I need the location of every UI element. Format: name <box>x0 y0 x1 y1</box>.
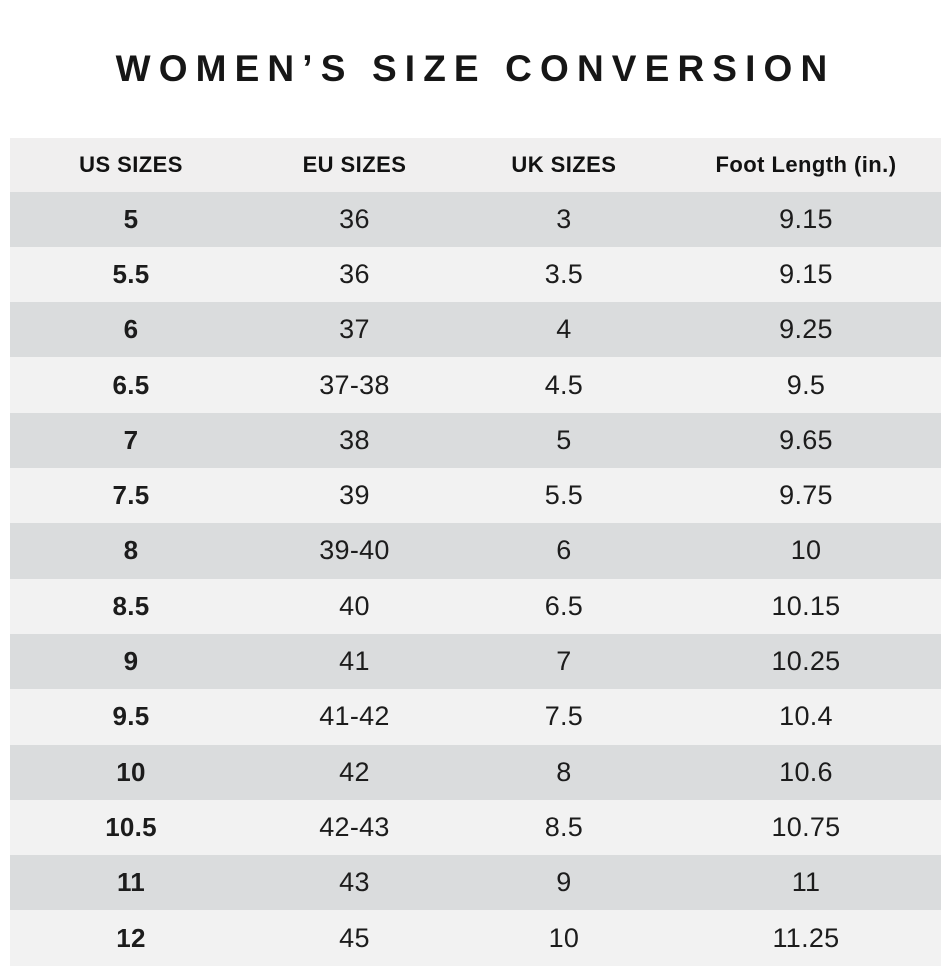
table-cell: 10.5 <box>105 811 157 842</box>
table-cell: 9.15 <box>779 259 833 289</box>
table-cell: 12 <box>116 922 146 953</box>
table-cell: 7.5 <box>544 701 584 732</box>
column-header: Foot Length (in.) <box>715 151 897 177</box>
table-cell: 10.4 <box>779 701 833 732</box>
table-cell: 7 <box>556 646 572 677</box>
table-cell: 4 <box>556 314 572 345</box>
column-header: UK SIZES <box>511 151 617 177</box>
table-cell: 38 <box>339 424 370 455</box>
table-cell: 4.5 <box>544 369 584 400</box>
table-cell: 6 <box>556 535 572 566</box>
table-row: 12 45 10 11.25 <box>10 910 941 966</box>
table-row: 9.5 41-42 7.5 10.4 <box>10 689 941 745</box>
table-cell: 10 <box>548 922 580 953</box>
table-cell: 10.15 <box>771 590 841 621</box>
table-row: 9 41 7 10.25 <box>10 633 941 690</box>
table-cell: 3.5 <box>544 259 584 289</box>
table-cell: 9.25 <box>779 314 833 345</box>
table-cell: 6.5 <box>544 590 584 621</box>
table-cell: 37 <box>339 314 370 345</box>
table-row: 7.5 39 5.5 9.75 <box>10 468 941 524</box>
table-cell: 9 <box>556 867 572 898</box>
column-header: US SIZES <box>79 151 183 177</box>
table-cell: 40 <box>339 590 370 621</box>
table-cell: 3 <box>556 203 572 234</box>
table-cell: 43 <box>339 867 370 898</box>
table-cell: 7.5 <box>112 480 150 511</box>
table-cell: 39-40 <box>319 535 390 566</box>
table-cell: 11 <box>791 867 821 898</box>
table-cell: 45 <box>339 922 370 953</box>
table-cell: 41-42 <box>319 701 390 732</box>
table-cell: 9.5 <box>112 701 150 732</box>
size-conversion-table: US SIZES EU SIZES UK SIZES Foot Length (in.… <box>10 137 941 966</box>
table-cell: 11 <box>117 867 146 898</box>
table-cell: 39 <box>339 480 370 511</box>
table-cell: 10.6 <box>779 756 833 787</box>
table-cell: 9.15 <box>779 203 833 234</box>
table-cell: 10.25 <box>771 646 841 677</box>
table-cell: 5.5 <box>544 480 584 511</box>
table-cell: 37-38 <box>319 369 390 400</box>
table-cell: 9.75 <box>779 480 833 511</box>
table-cell: 9 <box>123 646 139 677</box>
table-row: 5 36 3 9.15 <box>10 191 941 247</box>
size-table-body: 5 36 3 9.15 5.5 36 3.5 9.15 6 37 4 9.25 6.5 37-38 4.5 9… <box>10 191 941 966</box>
table-cell: 5 <box>123 203 139 234</box>
table-cell: 8 <box>556 756 572 787</box>
table-row: 11 43 9 11 <box>10 855 941 911</box>
table-row: 8 39-40 6 10 <box>10 523 941 579</box>
table-cell: 8 <box>123 535 139 566</box>
table-row: 6.5 37-38 4.5 9.5 <box>10 357 941 413</box>
table-cell: 10.75 <box>771 811 841 842</box>
table-cell: 6 <box>123 314 139 345</box>
table-cell: 9.5 <box>786 369 826 400</box>
table-cell: 42-43 <box>319 811 390 842</box>
column-header: EU SIZES <box>302 151 407 177</box>
table-cell: 10 <box>790 535 822 566</box>
table-row: 8.5 40 6.5 10.15 <box>10 578 941 634</box>
table-cell: 11.25 <box>772 922 840 953</box>
table-row: 10 42 8 10.6 <box>10 744 941 800</box>
table-row: 10.5 42-43 8.5 10.75 <box>10 799 941 856</box>
table-cell: 10 <box>116 756 146 787</box>
table-header-row: US SIZES EU SIZES UK SIZES Foot Length (in.… <box>10 137 941 192</box>
table-cell: 5 <box>556 424 572 455</box>
table-row: 7 38 5 9.65 <box>10 412 941 469</box>
table-cell: 5.5 <box>112 259 150 289</box>
table-row: 6 37 4 9.25 <box>10 302 941 358</box>
table-row: 5.5 36 3.5 9.15 <box>10 246 941 303</box>
page-title: WOMEN’S SIZE CONVERSION <box>115 47 836 89</box>
table-cell: 36 <box>339 259 370 289</box>
table-cell: 6.5 <box>112 369 150 400</box>
table-cell: 42 <box>339 756 370 787</box>
table-cell: 8.5 <box>544 811 584 842</box>
table-cell: 9.65 <box>779 424 833 455</box>
table-cell: 41 <box>339 646 370 677</box>
table-cell: 7 <box>123 424 139 455</box>
table-cell: 36 <box>339 203 370 234</box>
table-cell: 8.5 <box>112 590 150 621</box>
